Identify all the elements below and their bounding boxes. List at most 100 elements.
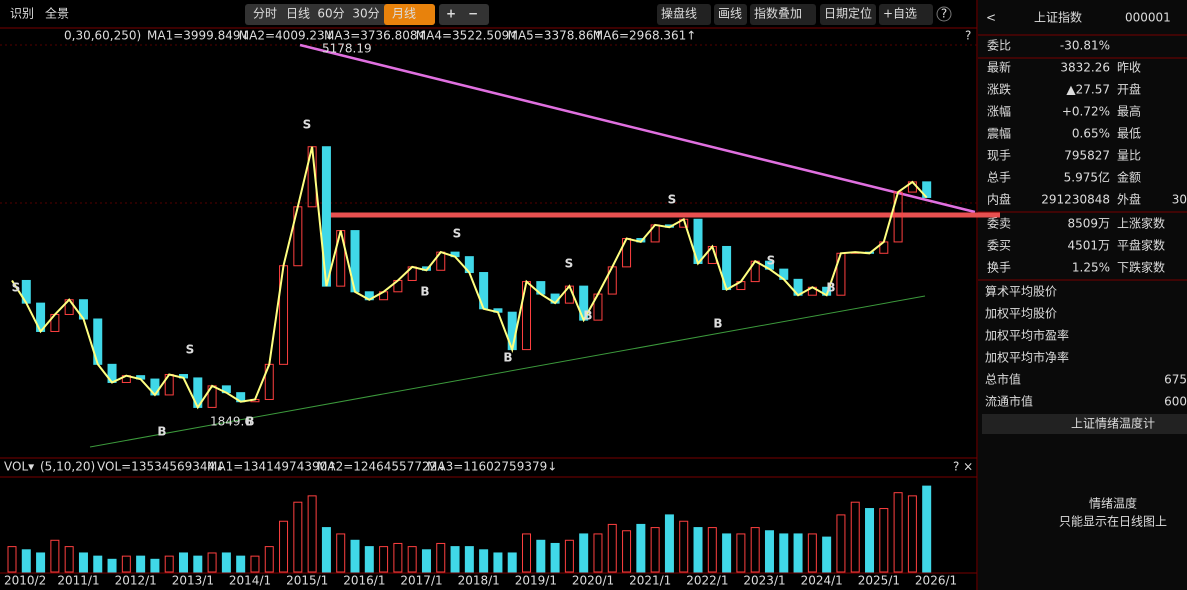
period-button[interactable]: 分时 [253, 7, 277, 21]
volume-bar [679, 520, 689, 573]
stat-label: 总市值 [985, 372, 1021, 387]
volume-bar [436, 542, 446, 573]
x-tick-label: 2017/1 [400, 574, 442, 588]
quote-label: 上涨家数 [1117, 216, 1165, 231]
volume-bar [421, 549, 431, 573]
index-code: 000001 [1125, 11, 1171, 25]
volume-bar [36, 552, 46, 573]
volume-bar [865, 508, 875, 573]
quote-label: 金额 [1117, 170, 1141, 185]
volume-label: VOL▾ [4, 460, 34, 474]
trend-line [299, 43, 976, 214]
active-period [384, 4, 435, 25]
volume-bar [107, 558, 117, 573]
volume-bar [693, 527, 703, 573]
x-tick-label: 2016/1 [343, 574, 385, 588]
volume-bar [607, 523, 617, 573]
quote-value: 3832.26 [1060, 61, 1110, 75]
period-button[interactable]: 60分 [317, 7, 344, 21]
tool-button[interactable]: 画线 [718, 7, 742, 21]
quote-value: 30 [1172, 193, 1187, 207]
quote-label: 最高 [1117, 104, 1141, 119]
volume-bar [93, 555, 103, 573]
signal-marker: B [826, 281, 835, 295]
volume-bar [293, 501, 303, 573]
x-tick-label: 2013/1 [172, 574, 214, 588]
volume-bar [622, 530, 632, 573]
volume-bar [879, 508, 889, 573]
quote-label: 涨幅 [987, 104, 1011, 119]
stat-label: 算术平均股价 [985, 284, 1057, 299]
x-tick-label: 2021/1 [629, 574, 671, 588]
quote-value: 5.975亿 [1064, 170, 1110, 185]
volume-bar [193, 555, 203, 573]
signal-marker: B [583, 309, 592, 323]
stat-label: 加权平均市净率 [985, 350, 1069, 365]
volume-bar [464, 546, 474, 573]
widget-title: 情绪温度 [1089, 496, 1137, 511]
volume-bar [736, 533, 746, 573]
volume-bar [207, 552, 217, 573]
volume-bar [764, 530, 774, 573]
volume-bar [907, 495, 917, 573]
x-tick-label: 2014/1 [229, 574, 271, 588]
volume-bar [822, 536, 832, 573]
x-tick-label: 2015/1 [286, 574, 328, 588]
volume-legend: VOL=13534569344↓ [97, 460, 225, 474]
tool-button[interactable]: 日期定位 [824, 6, 872, 21]
toolbar-label[interactable]: 识别 [10, 7, 34, 21]
quote-label: 开盘 [1117, 82, 1141, 97]
zoom-button[interactable]: + [446, 7, 456, 21]
volume-bar [279, 520, 289, 573]
quote-value: 795827 [1064, 149, 1110, 163]
period-button[interactable]: 30分 [352, 7, 379, 21]
signal-marker: S [303, 118, 312, 132]
tool-button[interactable]: +自选 [883, 7, 917, 21]
volume-bar [236, 555, 246, 573]
volume-bar [450, 546, 460, 573]
zoom-button[interactable]: − [468, 7, 478, 21]
volume-bar [393, 542, 403, 573]
quote-label: 换手 [987, 261, 1011, 275]
tool-bg [820, 4, 876, 25]
signal-marker: S [668, 193, 677, 207]
x-tick-label: 2022/1 [686, 574, 728, 588]
volume-bar [321, 527, 331, 573]
quote-label: 内盘 [987, 192, 1011, 207]
quote-label: 震幅 [987, 126, 1011, 141]
signal-marker: B [245, 415, 254, 429]
tool-bg [657, 4, 711, 25]
x-tick-label: 2024/1 [801, 574, 843, 588]
period-button[interactable]: 月线 [392, 7, 416, 21]
volume-bar [21, 549, 31, 573]
help-button[interactable]: ? [941, 7, 947, 21]
high-label: 5178.19 [322, 42, 372, 56]
close-line [11, 146, 928, 410]
quote-value: 8509万 [1067, 217, 1110, 231]
low-label: 1849.6 [210, 415, 252, 429]
toolbar-label[interactable]: 全景 [45, 6, 69, 21]
volume-bar [850, 501, 860, 573]
signal-marker: B [420, 285, 429, 299]
back-button[interactable]: < [986, 11, 996, 25]
volume-bar [264, 546, 274, 573]
panel-help: ? × [953, 460, 973, 474]
temperature-button[interactable]: 上证情绪温度计 [1071, 416, 1155, 431]
x-tick-label: 2023/1 [743, 574, 785, 588]
quote-label: 总手 [987, 171, 1011, 185]
volume-bar [250, 555, 260, 573]
x-tick-label: 2025/1 [858, 574, 900, 588]
period-button[interactable]: 日线 [286, 7, 310, 21]
ma-legend: MA2=4009.23↓ [239, 29, 335, 43]
quote-label: 最低 [1117, 127, 1141, 141]
signal-marker: S [767, 254, 776, 268]
tool-button[interactable]: 操盘线 [661, 6, 697, 21]
x-tick-label: 2012/1 [115, 574, 157, 588]
volume-bar [78, 552, 88, 573]
quote-value: 1.25% [1072, 261, 1110, 275]
volume-bar [636, 523, 646, 573]
temperature-button-bg [982, 414, 1187, 434]
volume-bar [150, 558, 160, 573]
tool-button[interactable]: 指数叠加 [754, 6, 802, 21]
